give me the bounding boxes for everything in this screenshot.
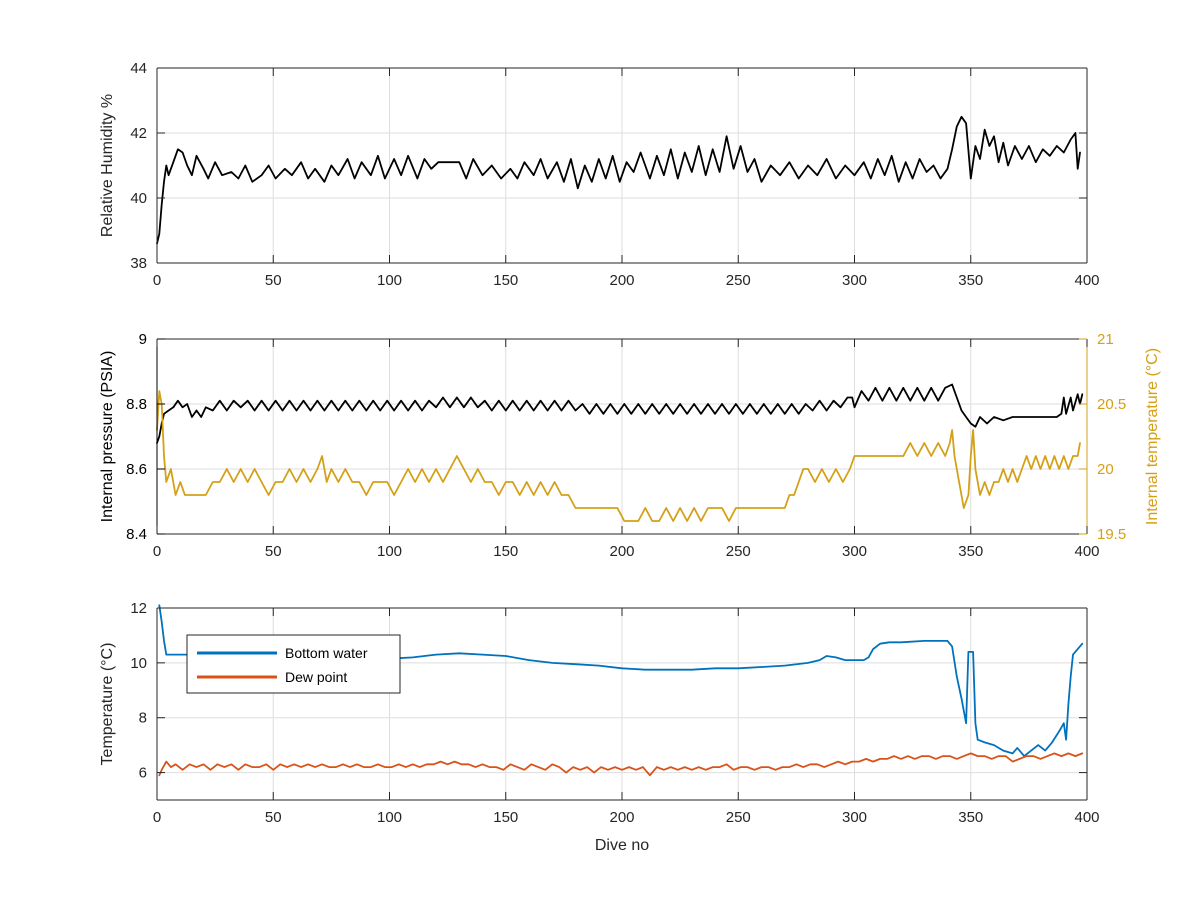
x-tick-label: 50 — [265, 809, 282, 826]
y-tick-label: 10 — [130, 655, 147, 672]
x-tick-label: 100 — [377, 543, 402, 560]
y-tick-label: 6 — [139, 765, 147, 782]
x-tick-label: 100 — [377, 809, 402, 826]
x-tick-label: 250 — [726, 809, 751, 826]
panel-2: 0 50 100 150 200 250 300 350 400 8.4 8.6 8.8 9 19.5 20… — [99, 331, 1161, 560]
y-tick-label: 42 — [130, 125, 147, 142]
y-tick-label-right: 20 — [1097, 461, 1114, 478]
legend-entry: Dew point — [285, 669, 347, 685]
x-tick-label: 0 — [153, 272, 161, 289]
x-tick-label: 300 — [842, 543, 867, 560]
y-tick-label-right: 19.5 — [1097, 526, 1126, 543]
y-tick-label: 8 — [139, 710, 147, 727]
x-tick-label: 0 — [153, 809, 161, 826]
legend: Bottom water Dew point — [186, 634, 401, 694]
x-tick-label: 400 — [1074, 272, 1099, 289]
series-line-2 — [158, 752, 1084, 777]
x-tick-label: 0 — [153, 543, 161, 560]
x-tick-label: 50 — [265, 272, 282, 289]
panel-1: 0 50 100 150 200 250 300 350 400 38 40 42 44 Relative… — [99, 60, 1100, 289]
y-tick-label: 12 — [130, 600, 147, 617]
x-tick-label: 250 — [726, 543, 751, 560]
y-tick-label: 8.8 — [126, 396, 147, 413]
x-tick-label: 250 — [726, 272, 751, 289]
y-axis-label: Relative Humidity % — [99, 94, 116, 237]
y-tick-label: 8.6 — [126, 461, 147, 478]
panel-3: 0 50 100 150 200 250 300 350 400 6 8 10 12 Temperatur… — [99, 600, 1100, 854]
legend-entry: Bottom water — [285, 645, 368, 661]
y-axis-label-right: Internal temperature (°C) — [1144, 348, 1161, 525]
x-tick-label: 150 — [493, 272, 518, 289]
x-tick-label: 350 — [958, 809, 983, 826]
x-tick-label: 400 — [1074, 809, 1099, 826]
y-tick-label: 9 — [139, 331, 147, 348]
y-tick-label: 8.4 — [126, 526, 147, 543]
x-tick-label: 100 — [377, 272, 402, 289]
y-tick-label: 44 — [130, 60, 147, 77]
x-tick-label: 200 — [609, 272, 634, 289]
x-tick-label: 200 — [609, 809, 634, 826]
x-tick-label: 50 — [265, 543, 282, 560]
x-tick-label: 150 — [493, 809, 518, 826]
y-tick-label-right: 21 — [1097, 331, 1114, 348]
x-axis-label: Dive no — [595, 837, 649, 854]
series-line-1 — [156, 383, 1084, 444]
legend-box — [186, 634, 401, 694]
y-tick-label-right: 20.5 — [1097, 396, 1126, 413]
x-tick-label: 350 — [958, 272, 983, 289]
series-line-2 — [156, 390, 1081, 522]
x-tick-label: 400 — [1074, 543, 1099, 560]
y-axis-label: Internal pressure (PSIA) — [99, 351, 116, 523]
x-tick-label: 150 — [493, 543, 518, 560]
y-tick-label: 40 — [130, 190, 147, 207]
x-tick-label: 300 — [842, 272, 867, 289]
panels: 0 50 100 150 200 250 300 350 40038404244Relative… — [99, 60, 1161, 854]
x-tick-label: 300 — [842, 809, 867, 826]
x-tick-label: 200 — [609, 543, 634, 560]
series-line-1 — [156, 115, 1081, 245]
y-axis-label: Temperature (°C) — [99, 643, 116, 766]
y-tick-label: 38 — [130, 255, 147, 272]
x-tick-label: 350 — [958, 543, 983, 560]
